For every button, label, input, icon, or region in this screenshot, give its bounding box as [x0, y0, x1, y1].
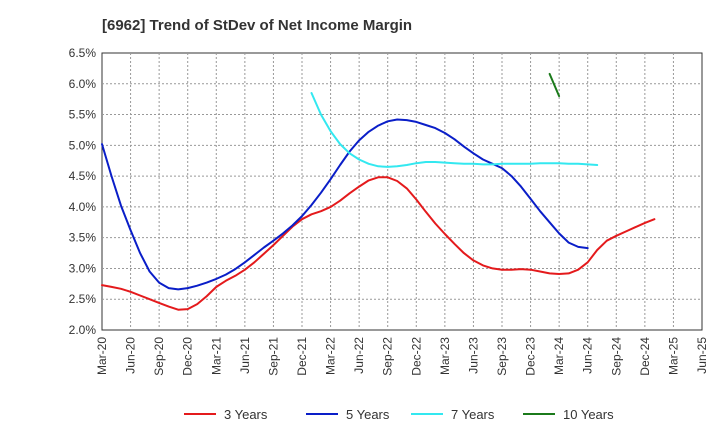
x-tick-label: Sep-20 [152, 337, 166, 376]
x-tick-label: Mar-22 [324, 337, 338, 375]
x-tick-label: Sep-23 [495, 337, 509, 376]
legend-label-5-years: 5 Years [346, 407, 390, 422]
x-tick-label: Mar-24 [552, 337, 566, 375]
series-line-3-years [101, 176, 656, 311]
y-tick-label: 2.0% [69, 323, 97, 337]
legend: 3 Years 5 Years 7 Years 10 Years [184, 407, 614, 422]
x-tick-label: Dec-21 [295, 337, 309, 376]
y-tick-label: 2.5% [69, 292, 97, 306]
y-tick-label: 4.5% [69, 169, 97, 183]
x-tick-label: Mar-21 [209, 337, 223, 375]
y-tick-label: 6.0% [69, 77, 97, 91]
x-tick-label: Jun-23 [466, 337, 480, 374]
legend-label-10-years: 10 Years [563, 407, 614, 422]
x-tick-label: Mar-23 [438, 337, 452, 375]
x-tick-label: Sep-24 [609, 337, 623, 376]
legend-label-3-years: 3 Years [224, 407, 268, 422]
x-tick-label: Jun-21 [238, 337, 252, 374]
legend-label-7-years: 7 Years [451, 407, 495, 422]
series-lines [101, 72, 656, 311]
series-line-10-years [548, 72, 561, 98]
x-tick-label: Mar-20 [95, 337, 109, 375]
y-tick-label: 5.0% [69, 138, 97, 152]
y-tick-label: 4.0% [69, 200, 97, 214]
y-axis: 2.0% 2.5% 3.0% 3.5% 4.0% 4.5% 5.0% 5.5% 6.0% 6.5% [69, 46, 97, 337]
y-tick-label: 5.5% [69, 108, 97, 122]
x-tick-label: Sep-21 [266, 337, 280, 376]
x-tick-label: Dec-23 [524, 337, 538, 376]
x-tick-label: Dec-24 [638, 337, 652, 376]
series-line-5-years [101, 118, 589, 291]
grid [102, 53, 702, 330]
y-tick-label: 3.0% [69, 261, 97, 275]
x-tick-label: Sep-22 [381, 337, 395, 376]
x-axis: Mar-20 Jun-20 Sep-20 Dec-20 Mar-21 Jun-21 Sep-… [95, 337, 709, 376]
y-tick-label: 6.5% [69, 46, 97, 60]
x-tick-label: Jun-20 [124, 337, 138, 374]
x-tick-label: Jun-25 [695, 337, 709, 374]
x-tick-label: Jun-24 [581, 337, 595, 374]
x-tick-label: Jun-22 [352, 337, 366, 374]
plot-area [101, 52, 703, 331]
x-tick-label: Mar-25 [666, 337, 680, 375]
y-tick-label: 3.5% [69, 231, 97, 245]
x-tick-label: Dec-20 [181, 337, 195, 376]
x-tick-label: Dec-22 [409, 337, 423, 376]
series-line-7-years [310, 92, 599, 168]
chart-title: [6962] Trend of StDev of Net Income Marg… [102, 17, 412, 34]
